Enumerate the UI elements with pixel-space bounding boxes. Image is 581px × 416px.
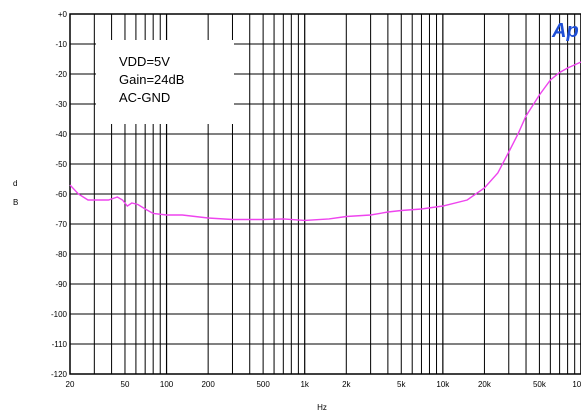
y-tick-label: -50 [55, 160, 67, 169]
annotation-ac-gnd: AC-GND [119, 90, 170, 105]
y-axis-label-top: d [13, 179, 17, 188]
x-tick-label: 100 [160, 380, 174, 389]
x-tick-label: 2k [342, 380, 351, 389]
x-tick-label: 200 [201, 380, 215, 389]
ap-logo: Ap [551, 20, 579, 42]
y-tick-label: -40 [55, 130, 67, 139]
y-tick-label: -100 [51, 310, 68, 319]
y-tick-label: -20 [55, 70, 67, 79]
y-tick-label: -120 [51, 370, 68, 379]
x-tick-label: 20k [478, 380, 492, 389]
annotation-gain: Gain=24dB [119, 72, 184, 87]
x-tick-label: 20 [66, 380, 75, 389]
y-tick-label: +0 [58, 10, 68, 19]
x-tick-label: 500 [256, 380, 270, 389]
y-tick-label: -80 [55, 250, 67, 259]
x-tick-label: 10k [436, 380, 450, 389]
y-tick-label: -10 [55, 40, 67, 49]
y-tick-label: -90 [55, 280, 67, 289]
x-tick-label: 100k [572, 380, 581, 389]
x-tick-label: 50 [121, 380, 130, 389]
y-axis-label-bottom: B [13, 198, 18, 207]
x-tick-label: 5k [397, 380, 406, 389]
x-tick-label: 1k [300, 380, 309, 389]
x-axis-label: Hz [317, 403, 327, 412]
annotation-vdd: VDD=5V [119, 54, 170, 69]
x-tick-label: 50k [533, 380, 547, 389]
y-tick-label: -60 [55, 190, 67, 199]
y-tick-label: -110 [52, 340, 68, 349]
y-tick-label: -30 [55, 100, 67, 109]
y-tick-label: -70 [55, 220, 67, 229]
